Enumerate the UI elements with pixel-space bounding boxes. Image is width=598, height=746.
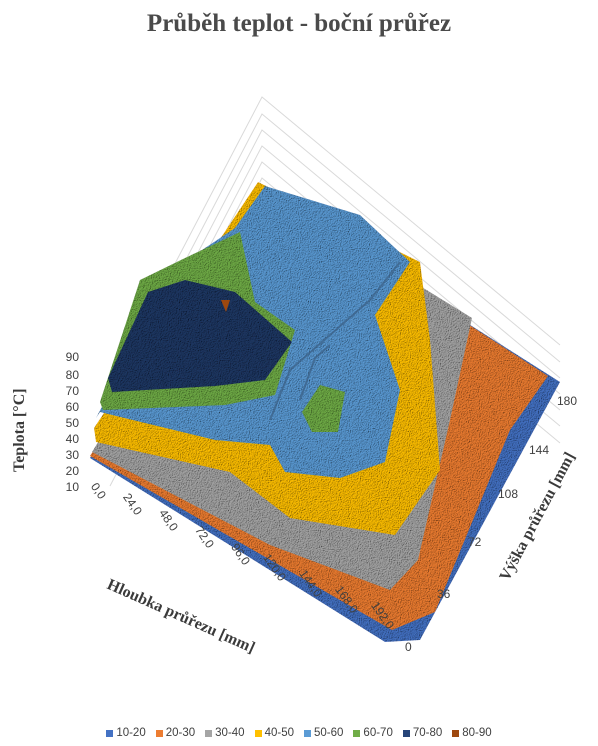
legend-item: 50-60 [304,727,343,739]
surface-band-70-80 [108,280,292,392]
surface [90,182,560,642]
x-axis-title: Hloubka průřezu [mm] [104,576,257,657]
y-tick-label: 144 [529,443,549,457]
chart-title: Průběh teplot - boční průřez [146,10,452,37]
legend-label: 10-20 [116,727,146,739]
legend-label: 30-40 [215,727,245,739]
legend-swatch [205,729,213,737]
legend-item: 40-50 [254,727,294,739]
z-tick-label: 50 [66,416,80,430]
z-tick-label: 20 [66,464,80,478]
legend-swatch [106,729,114,737]
legend-label: 20-30 [165,727,196,739]
legend-item: 30-40 [205,727,245,739]
legend-swatch [254,729,262,737]
legend-item: 10-20 [106,727,146,739]
z-tick-label: 40 [66,432,80,446]
z-tick-label: 80 [66,368,80,382]
legend-label: 40-50 [264,727,294,739]
y-tick-label: 108 [498,487,518,501]
ridge-line [299,344,331,401]
legend-label: 80-90 [462,727,492,739]
ridge-line [269,261,401,421]
z-axis-title: Teplota [°C] [11,388,28,472]
surface-peak-marker [221,300,230,312]
z-tick-label: 70 [66,384,80,398]
z-tick-label: 10 [66,480,80,494]
legend-item: 60-70 [353,727,393,739]
legend-item: 70-80 [402,727,443,739]
legend-label: 50-60 [314,727,344,739]
legend-swatch [452,729,460,737]
y-tick-label: 180 [557,394,577,408]
legend-item: 80-90 [452,727,492,739]
legend-swatch [304,729,311,737]
x-tick-label: 24,0 [120,491,145,518]
legend-swatch [402,729,410,737]
y-tick-label: 0 [405,640,412,654]
x-tick-label: 0,0 [88,480,109,502]
legend-swatch [155,729,163,737]
legend-label: 60-70 [363,727,393,739]
z-tick-label: 30 [66,448,80,462]
legend-item: 20-30 [155,727,196,739]
surface-plot: 10 20 30 40 50 60 70 80 90 Teplota [°C] … [11,96,579,657]
y-axis: 0 36 72 108 144 180 [405,394,577,654]
z-axis: 10 20 30 40 50 60 70 80 90 [66,350,80,494]
legend: 10-20 20-30 30-40 40-50 50-60 60-70 70-80 80-90 [0,727,598,739]
z-tick-label: 90 [66,350,80,364]
surface-band-60-70-lower [302,385,345,432]
legend-swatch [353,729,361,737]
z-tick-label: 60 [66,400,80,414]
legend-label: 70-80 [412,727,443,739]
y-tick-label: 72 [468,535,482,549]
ridge-lines [269,261,401,421]
y-tick-label: 36 [437,587,451,601]
